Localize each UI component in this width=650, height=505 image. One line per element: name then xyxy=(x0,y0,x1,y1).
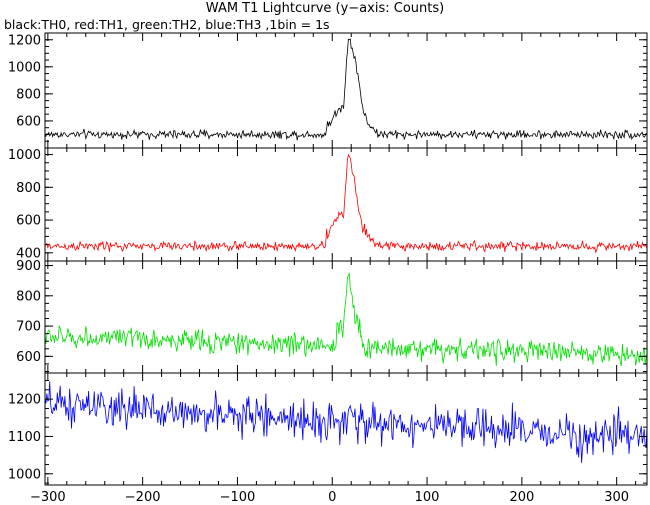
panel-frame-4 xyxy=(44,372,648,486)
series-line-th3 xyxy=(45,381,647,464)
y-tick-label: 1100 xyxy=(8,430,41,445)
x-tick-label: 100 xyxy=(415,490,440,505)
series-line-th1 xyxy=(45,153,647,254)
y-tick-label: 800 xyxy=(16,181,41,196)
y-tick-label: 600 xyxy=(16,214,41,229)
y-tick-label: 400 xyxy=(16,246,41,261)
y-tick-label: 800 xyxy=(16,289,41,304)
x-tick-label: −100 xyxy=(220,490,256,505)
x-tick-label: 300 xyxy=(604,490,629,505)
x-tick-label: 0 xyxy=(328,490,336,505)
y-tick-label: 1000 xyxy=(8,148,41,163)
y-tick-label: 1200 xyxy=(8,393,41,408)
y-tick-label: 1000 xyxy=(8,60,41,75)
series-line-th2 xyxy=(45,272,647,367)
y-tick-label: 700 xyxy=(16,320,41,335)
chart-subtitle: black:TH0, red:TH1, green:TH2, blue:TH3 … xyxy=(4,17,330,32)
y-tick-label: 800 xyxy=(16,87,41,102)
y-tick-label: 900 xyxy=(16,259,41,274)
x-tick-label: −200 xyxy=(125,490,161,505)
y-tick-label: 1000 xyxy=(8,467,41,482)
panel-frame-1 xyxy=(44,32,648,149)
y-tick-label: 600 xyxy=(16,350,41,365)
y-tick-label: 1200 xyxy=(8,33,41,48)
x-tick-label: −300 xyxy=(30,490,66,505)
series-line-th0 xyxy=(45,38,647,141)
chart-title: WAM T1 Lightcurve (y−axis: Counts) xyxy=(205,1,445,16)
x-tick-label: 200 xyxy=(509,490,534,505)
y-tick-label: 600 xyxy=(16,114,41,129)
